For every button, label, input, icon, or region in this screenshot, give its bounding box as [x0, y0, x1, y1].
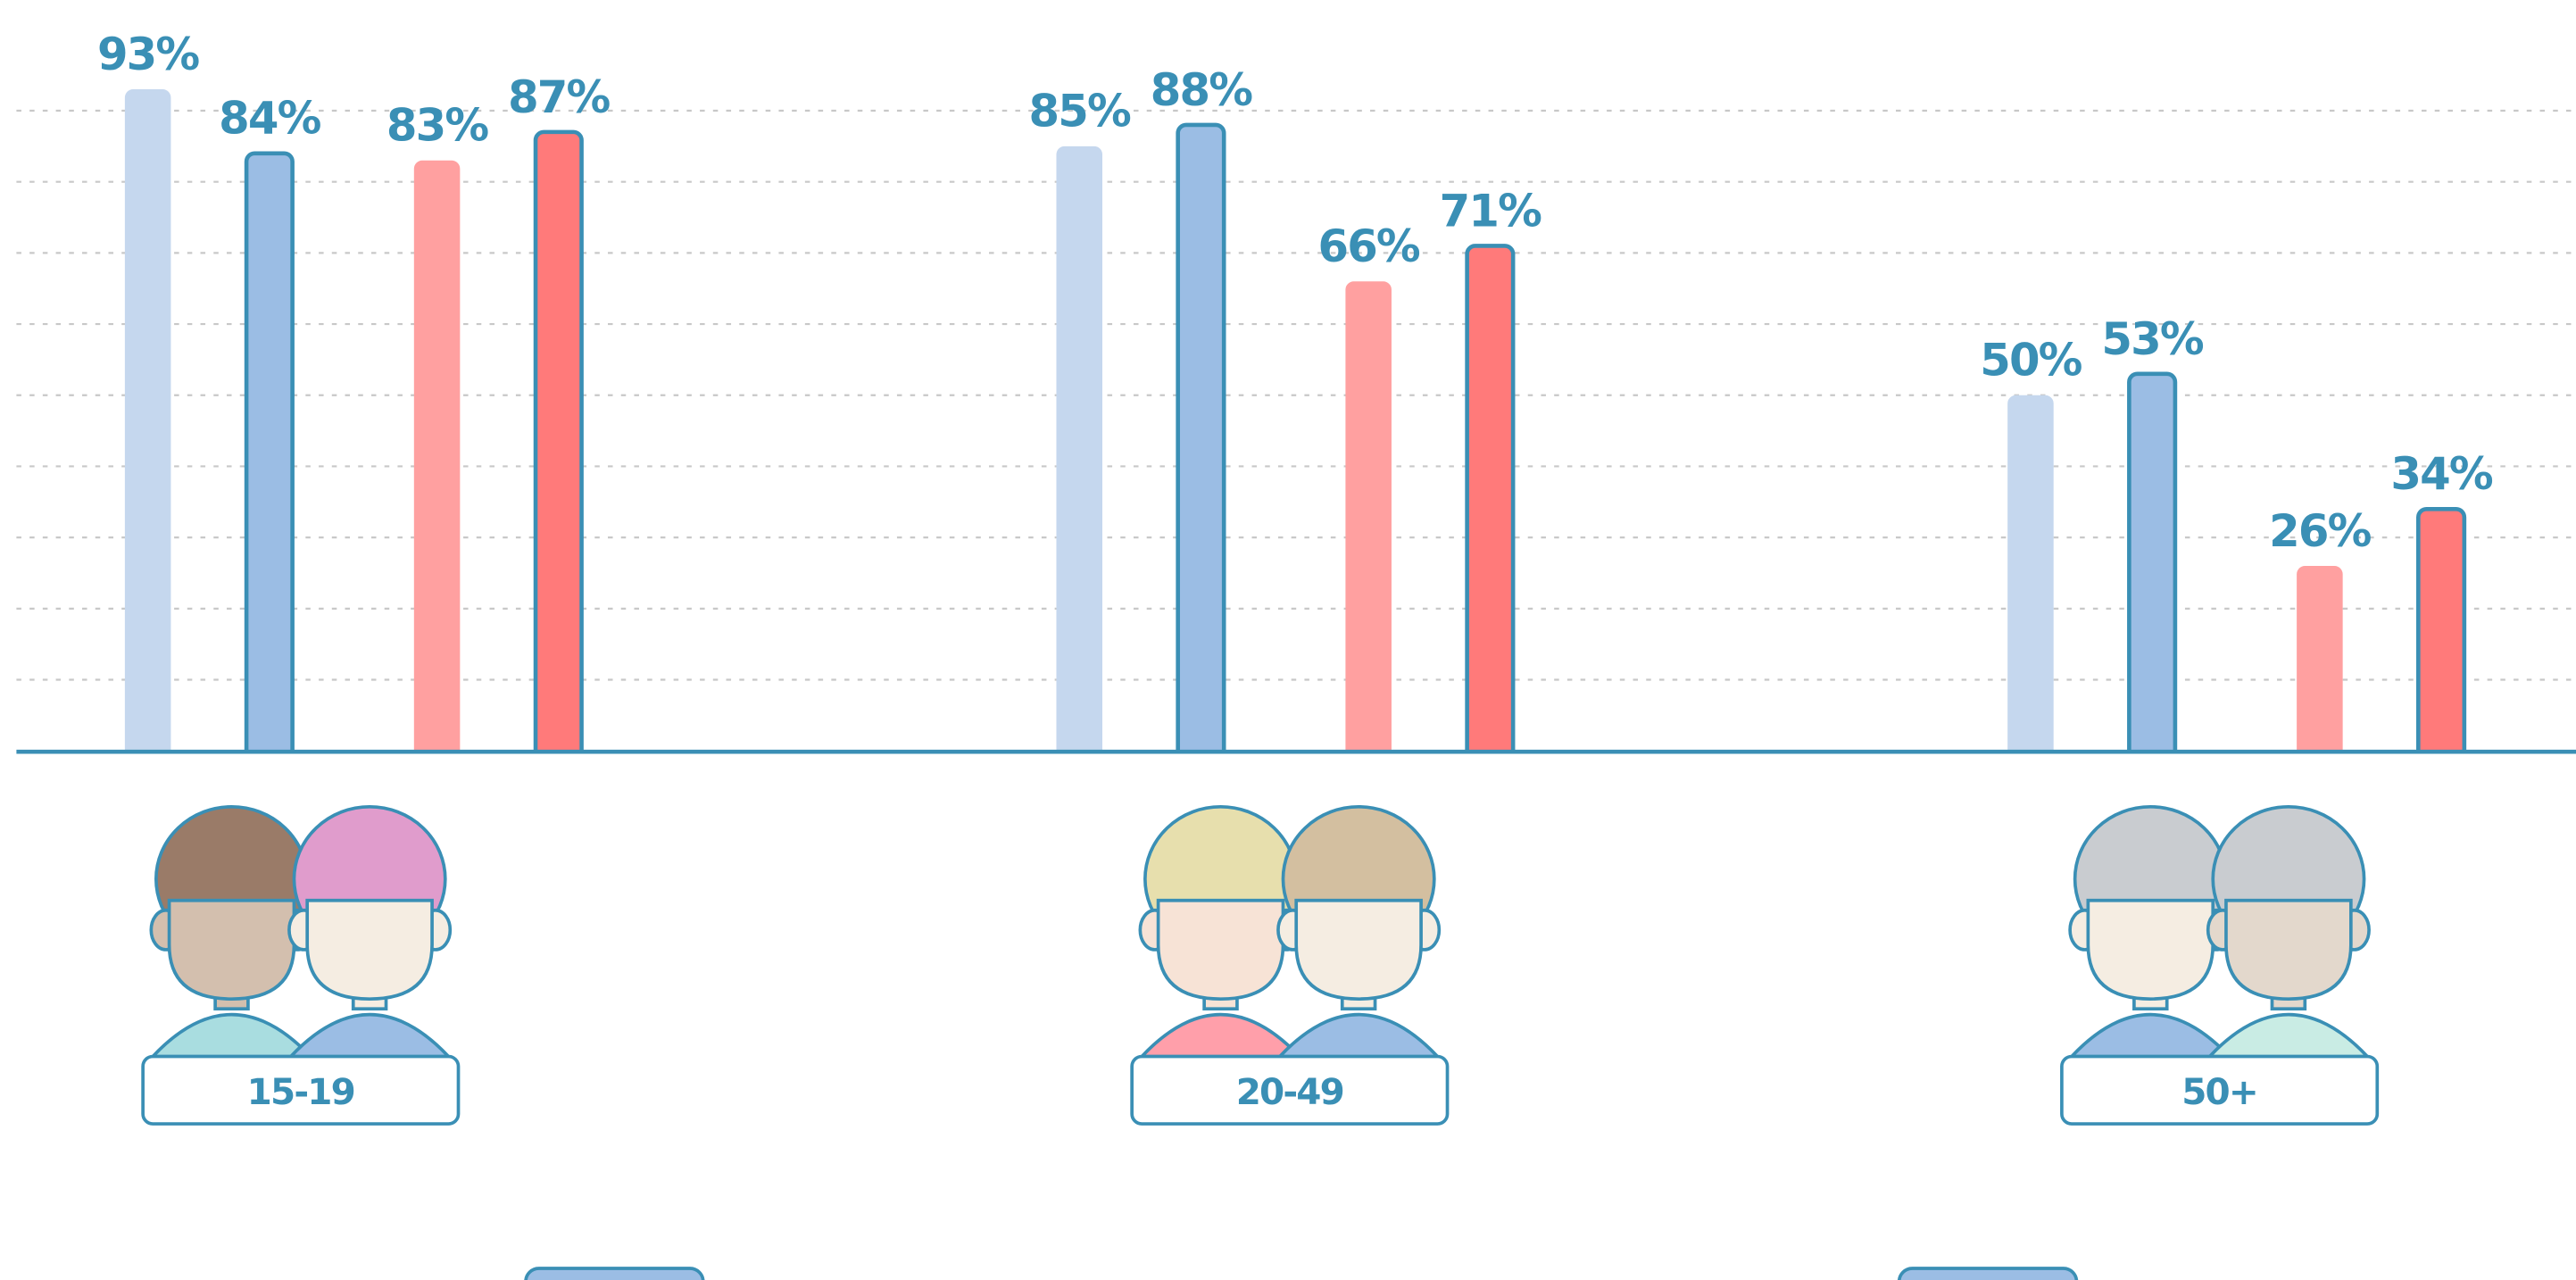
value-label: 93% [97, 29, 199, 80]
bar [2007, 395, 2054, 768]
illustrations: 15-19 20-49 50+ [143, 807, 2377, 1124]
value-label: 84% [219, 93, 320, 145]
category-label: 20-49 [1236, 1070, 1343, 1113]
legend-button[interactable] [526, 1268, 703, 1280]
face [1296, 901, 1421, 999]
legend-button[interactable] [1899, 1268, 2077, 1280]
bar [536, 132, 582, 768]
grid [16, 111, 2576, 680]
bar [1056, 146, 1102, 768]
body [153, 1015, 311, 1057]
bar [125, 89, 171, 768]
value-label: 83% [386, 100, 488, 152]
page: 93% 85% 50% 84% 88% 53% 83% 66% 26% 87% 71% 34% 15-… [0, 0, 2576, 1280]
body [2072, 1015, 2230, 1057]
value-label: 34% [2390, 448, 2492, 500]
chart: 93% 85% 50% 84% 88% 53% 83% 66% 26% 87% 71% 34% 15-… [0, 0, 2576, 1280]
value-label: 53% [2101, 313, 2203, 365]
value-label: 50% [1980, 335, 2082, 386]
value-label: 71% [1440, 185, 1541, 237]
category-label: 50+ [2181, 1070, 2257, 1113]
bars [125, 89, 2464, 768]
value-label: 87% [508, 71, 610, 123]
body [1280, 1015, 1438, 1057]
face [307, 901, 432, 999]
bar [1467, 245, 1514, 767]
value-label: 26% [2269, 505, 2371, 557]
bar [2418, 509, 2464, 767]
category-label: 15-19 [247, 1070, 354, 1113]
bar [246, 154, 293, 768]
bar [1345, 281, 1392, 767]
body [291, 1015, 449, 1057]
face [1159, 901, 1284, 999]
body [1142, 1015, 1300, 1057]
face [2226, 901, 2351, 999]
bar [2297, 566, 2343, 768]
face [170, 901, 295, 999]
value-label: 88% [1151, 64, 1252, 116]
bar [2129, 374, 2175, 768]
value-label: 85% [1029, 86, 1131, 137]
value-label: 66% [1317, 220, 1419, 272]
bar [1178, 125, 1225, 768]
bar [414, 161, 461, 768]
body [2210, 1015, 2368, 1057]
face [2088, 901, 2213, 999]
